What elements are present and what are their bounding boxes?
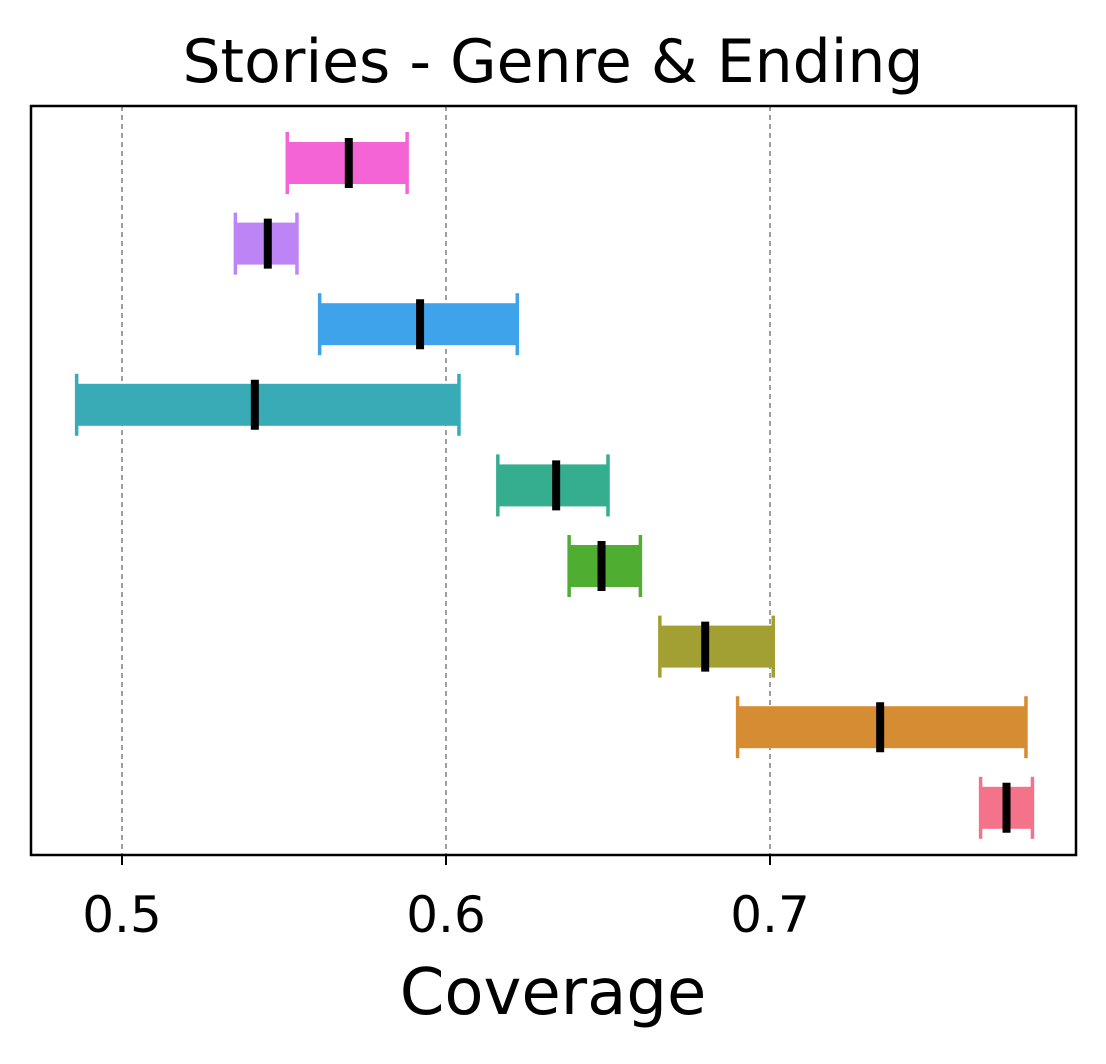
- interval-row: [317, 293, 520, 356]
- interval-bar: [76, 383, 459, 426]
- interval-row: [978, 776, 1035, 839]
- chart-title: Stories - Genre & Ending: [182, 27, 923, 97]
- x-tick-label: 0.6: [406, 886, 486, 944]
- x-axis-label: Coverage: [400, 956, 707, 1030]
- x-axis: 0.5 0.6 0.7: [82, 855, 810, 944]
- interval-row: [567, 535, 643, 597]
- plot-frame: [29, 104, 1078, 857]
- interval-row: [74, 373, 461, 436]
- grid-lines: [121, 106, 771, 855]
- interval-bars: [74, 132, 1035, 839]
- interval-row: [658, 615, 775, 678]
- interval-row: [233, 212, 299, 275]
- interval-bar: [659, 625, 774, 668]
- x-tick-label: 0.5: [82, 886, 162, 944]
- interval-row: [285, 132, 409, 194]
- interval-row: [496, 454, 610, 517]
- interval-row: [735, 696, 1028, 759]
- x-tick-label: 0.7: [730, 886, 810, 944]
